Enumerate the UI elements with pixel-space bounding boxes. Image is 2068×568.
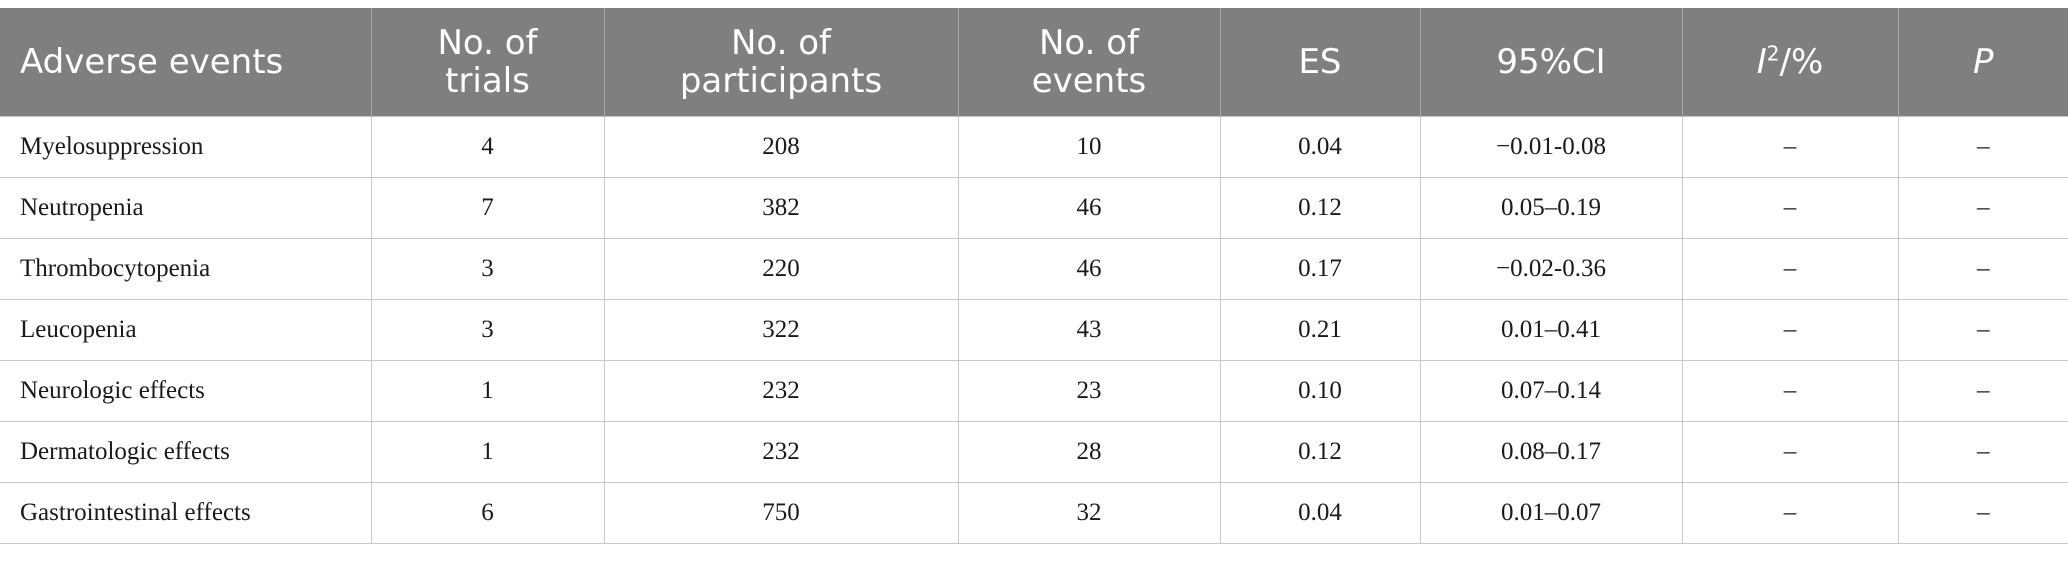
cell-i2: – [1682,177,1899,239]
cell-events: 10 [958,116,1221,178]
header-trials-line1: No. of [437,23,538,63]
header-i2-letter: I [1756,42,1767,82]
cell-ci: 0.01–0.07 [1420,482,1683,544]
header-i2: I2/% [1682,8,1899,117]
cell-event: Dermatologic effects [0,421,372,483]
cell-ci: −0.01-0.08 [1420,116,1683,178]
cell-participants: 232 [604,360,959,422]
cell-es: 0.21 [1220,299,1421,361]
cell-events: 23 [958,360,1221,422]
header-trials: No. of trials [371,8,605,117]
header-i2-superscript: 2 [1766,41,1780,66]
cell-ci: 0.07–0.14 [1420,360,1683,422]
header-events: No. of events [958,8,1221,117]
cell-trials: 3 [371,299,605,361]
cell-events: 32 [958,482,1221,544]
cell-events: 46 [958,177,1221,239]
cell-p: – [1898,421,2068,483]
cell-event: Thrombocytopenia [0,238,372,300]
cell-participants: 208 [604,116,959,178]
cell-i2: – [1682,421,1899,483]
cell-event: Neurologic effects [0,360,372,422]
cell-p: – [1898,299,2068,361]
cell-events: 28 [958,421,1221,483]
cell-trials: 1 [371,360,605,422]
header-participants: No. of participants [604,8,959,117]
cell-es: 0.12 [1220,421,1421,483]
cell-i2: – [1682,238,1899,300]
cell-ci: 0.01–0.41 [1420,299,1683,361]
cell-p: – [1898,116,2068,178]
table-row: Dermatologic effects 1 232 28 0.12 0.08–… [0,421,2068,483]
cell-p: – [1898,177,2068,239]
cell-participants: 220 [604,238,959,300]
table-row: Gastrointestinal effects 6 750 32 0.04 0… [0,482,2068,544]
cell-trials: 6 [371,482,605,544]
table-header: Adverse events No. of trials No. of partic… [0,8,2068,117]
header-trials-line2: trials [445,61,530,101]
cell-i2: – [1682,116,1899,178]
table-row: Thrombocytopenia 3 220 46 0.17 −0.02-0.3… [0,238,2068,300]
cell-p: – [1898,360,2068,422]
table-row: Leucopenia 3 322 43 0.21 0.01–0.41 – – [0,299,2068,361]
cell-participants: 750 [604,482,959,544]
cell-p: – [1898,238,2068,300]
cell-ci: −0.02-0.36 [1420,238,1683,300]
adverse-events-table-container: Adverse events No. of trials No. of partic… [0,8,2068,544]
cell-i2: – [1682,482,1899,544]
header-events-line1: No. of [1038,23,1140,63]
cell-p: – [1898,482,2068,544]
cell-trials: 4 [371,116,605,178]
cell-i2: – [1682,360,1899,422]
table-row: Neutropenia 7 382 46 0.12 0.05–0.19 – – [0,177,2068,239]
header-es: ES [1220,8,1421,117]
cell-es: 0.10 [1220,360,1421,422]
cell-participants: 322 [604,299,959,361]
header-ci: 95%CI [1420,8,1683,117]
header-participants-line2: participants [679,61,883,101]
header-i2-suffix: /% [1779,42,1824,82]
cell-event: Myelosuppression [0,116,372,178]
header-events-line2: events [1031,61,1147,101]
header-adverse-events: Adverse events [0,8,372,117]
table-body: Myelosuppression 4 208 10 0.04 −0.01-0.0… [0,116,2068,544]
cell-events: 43 [958,299,1221,361]
cell-event: Leucopenia [0,299,372,361]
cell-trials: 1 [371,421,605,483]
cell-ci: 0.08–0.17 [1420,421,1683,483]
cell-event: Neutropenia [0,177,372,239]
cell-es: 0.04 [1220,116,1421,178]
adverse-events-table: Adverse events No. of trials No. of partic… [0,8,2068,544]
cell-es: 0.04 [1220,482,1421,544]
cell-trials: 7 [371,177,605,239]
cell-participants: 232 [604,421,959,483]
header-row: Adverse events No. of trials No. of partic… [0,8,2068,117]
cell-i2: – [1682,299,1899,361]
table-row: Neurologic effects 1 232 23 0.10 0.07–0.… [0,360,2068,422]
cell-es: 0.12 [1220,177,1421,239]
header-participants-line1: No. of [730,23,832,63]
header-p: P [1898,8,2068,117]
cell-es: 0.17 [1220,238,1421,300]
cell-ci: 0.05–0.19 [1420,177,1683,239]
cell-events: 46 [958,238,1221,300]
table-row: Myelosuppression 4 208 10 0.04 −0.01-0.0… [0,116,2068,178]
cell-participants: 382 [604,177,959,239]
cell-event: Gastrointestinal effects [0,482,372,544]
cell-trials: 3 [371,238,605,300]
